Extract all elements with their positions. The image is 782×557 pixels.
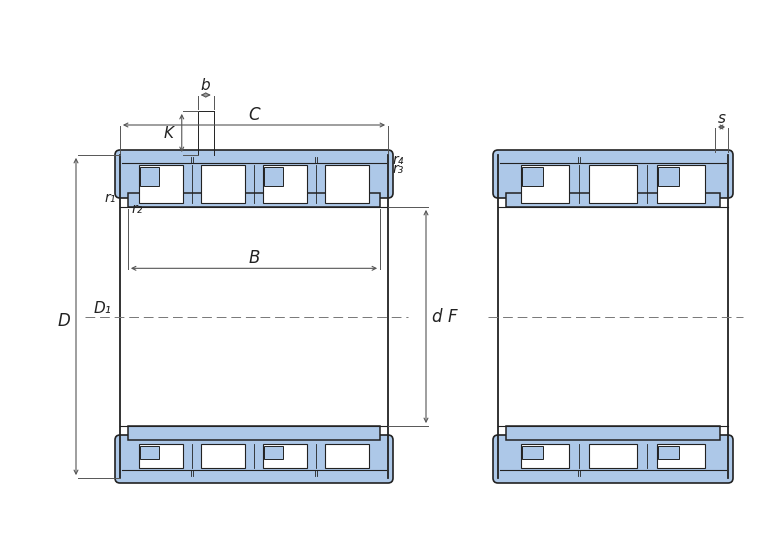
Bar: [140, 446, 160, 458]
Bar: [325, 165, 369, 203]
Bar: [522, 446, 543, 458]
Bar: [521, 165, 569, 203]
Bar: [128, 426, 380, 440]
Text: D: D: [57, 311, 70, 330]
Text: F: F: [448, 307, 457, 325]
Text: K: K: [163, 125, 174, 140]
Bar: [139, 444, 183, 468]
Bar: [139, 165, 183, 203]
Bar: [589, 444, 637, 468]
Text: r₂: r₂: [132, 202, 143, 216]
Bar: [522, 167, 543, 186]
Bar: [657, 165, 705, 203]
Bar: [521, 444, 569, 468]
Bar: [201, 444, 245, 468]
Text: C: C: [248, 106, 260, 124]
Bar: [658, 167, 679, 186]
Bar: [506, 426, 720, 440]
Bar: [263, 444, 307, 468]
Bar: [264, 446, 283, 458]
FancyBboxPatch shape: [115, 435, 393, 483]
Bar: [589, 165, 637, 203]
Bar: [140, 167, 160, 186]
Bar: [657, 444, 705, 468]
Text: r₄: r₄: [393, 153, 404, 167]
Bar: [264, 167, 283, 186]
Text: s: s: [718, 110, 726, 125]
Text: r₁: r₁: [105, 191, 116, 205]
Bar: [201, 165, 245, 203]
Text: B: B: [249, 250, 260, 267]
Bar: [506, 193, 720, 207]
FancyBboxPatch shape: [493, 150, 733, 198]
Bar: [263, 165, 307, 203]
FancyBboxPatch shape: [115, 150, 393, 198]
Text: D₁: D₁: [94, 301, 112, 316]
Text: r₃: r₃: [393, 162, 404, 176]
FancyBboxPatch shape: [493, 435, 733, 483]
Bar: [128, 193, 380, 207]
Text: b: b: [201, 77, 210, 92]
Text: d: d: [431, 307, 442, 325]
Bar: [325, 444, 369, 468]
Bar: [658, 446, 679, 458]
